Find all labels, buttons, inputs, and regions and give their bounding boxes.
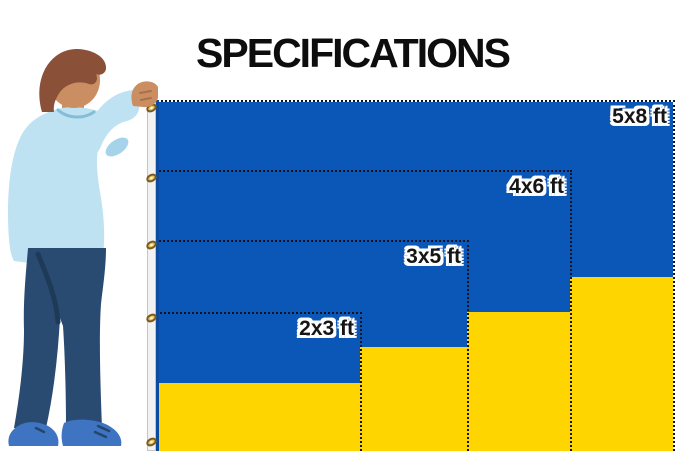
person-shoe-right (61, 419, 122, 446)
flag-size-label: 5x8 ft (612, 105, 667, 128)
person-finger-lines (139, 90, 152, 101)
page-title: SPECIFICATIONS (196, 30, 511, 77)
person-shoe-laces (34, 424, 111, 439)
flag-size-label: 2x3 ft (299, 317, 354, 340)
person-collar (56, 108, 96, 119)
flag-size-label: 3x5 ft (406, 245, 461, 268)
person-pants-seam (35, 251, 61, 325)
flag-size-region-3x2: 2x3 ft (156, 312, 362, 451)
person-shoe-left (8, 422, 59, 446)
flag-blue-half (156, 314, 360, 383)
person-elbow-shade (105, 137, 129, 157)
person-hair (39, 48, 107, 112)
person-pants (14, 248, 106, 428)
person-illustration (8, 48, 158, 446)
flag-yellow-half (156, 382, 360, 451)
person-hand (131, 81, 158, 108)
person-torso (8, 107, 113, 265)
flag-size-label: 4x6 ft (509, 175, 564, 198)
flag-hem-edge (156, 100, 159, 451)
